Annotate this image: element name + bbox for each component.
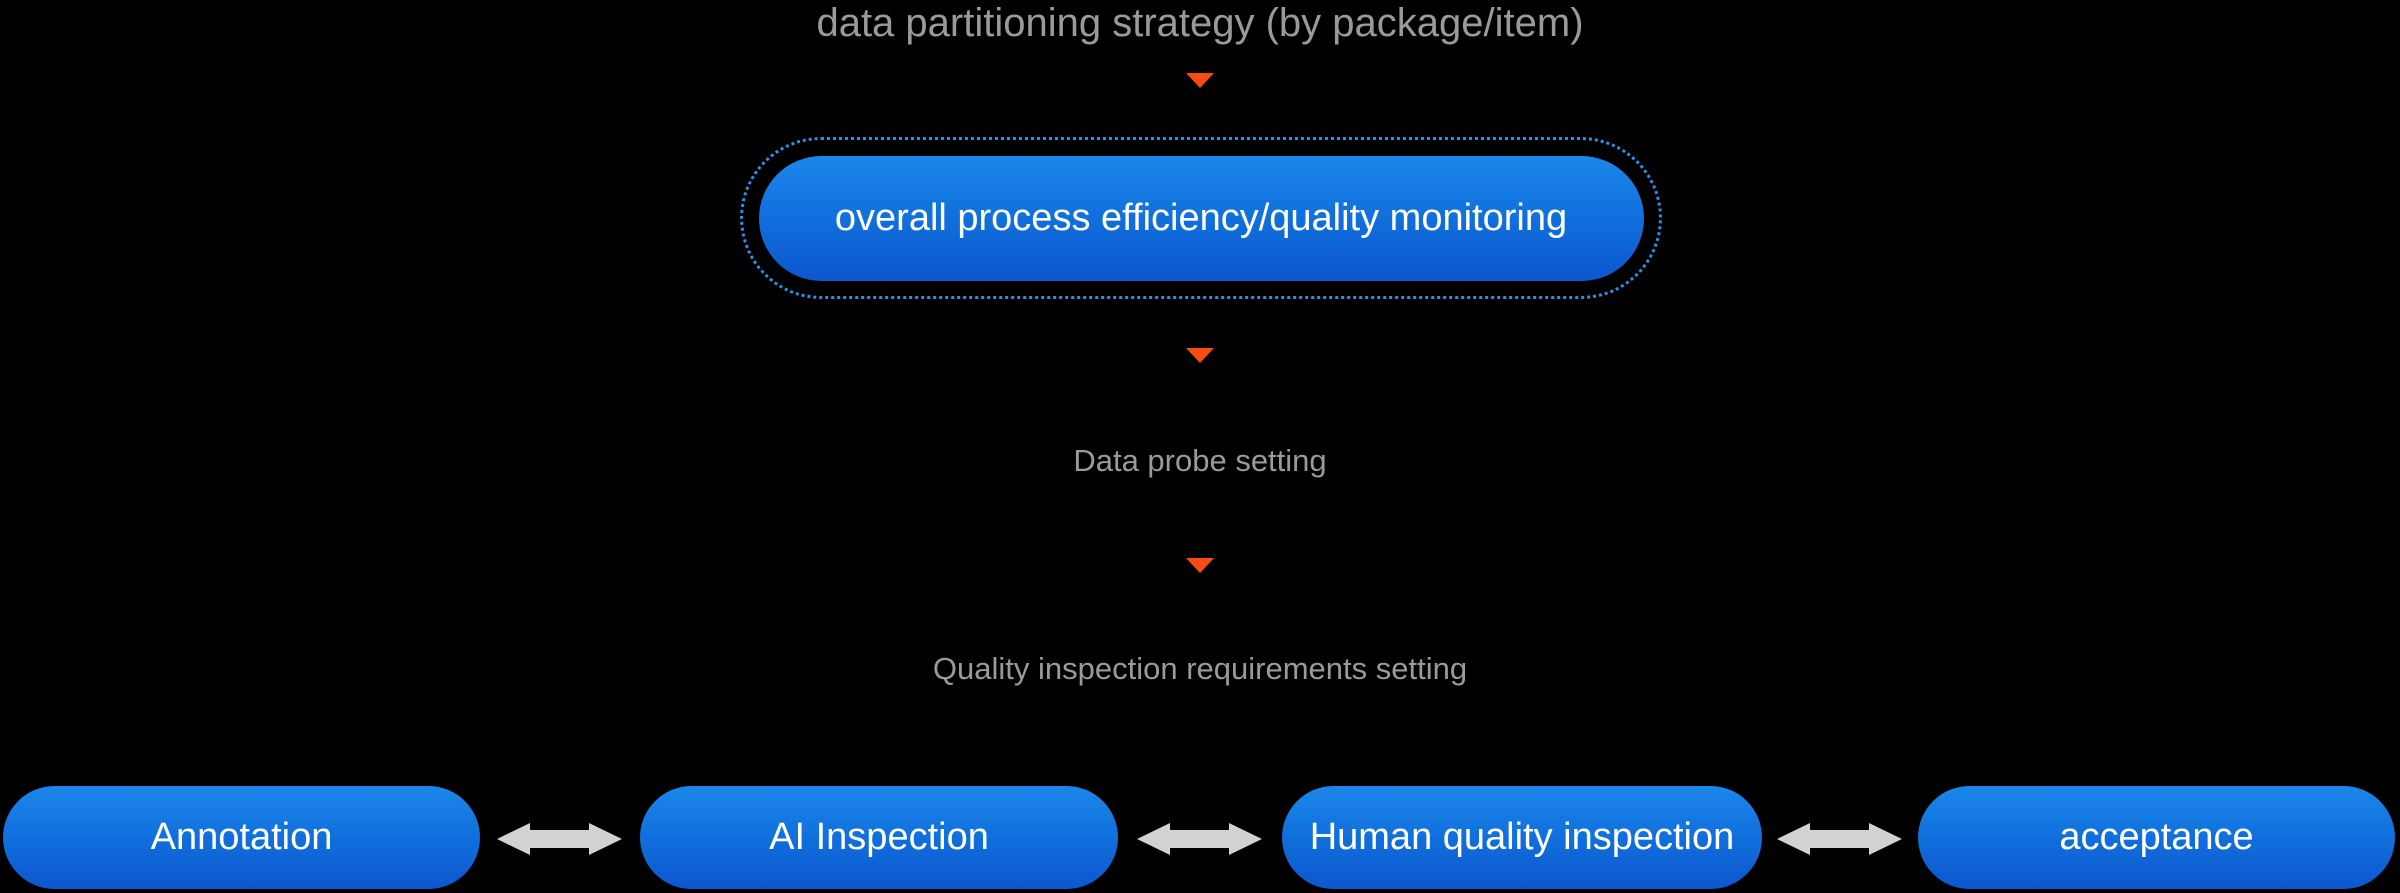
overall-monitoring-pill: overall process efficiency/quality monit… bbox=[758, 155, 1644, 281]
data-partitioning-strategy-label: data partitioning strategy (by package/i… bbox=[816, 1, 1584, 45]
quality-inspection-requirements-label: Quality inspection requirements setting bbox=[932, 651, 1468, 686]
arrow-shaft bbox=[1810, 829, 1869, 848]
overall-monitoring-label: overall process efficiency/quality monit… bbox=[834, 196, 1568, 239]
stage-pill-label: Human quality inspection bbox=[1309, 816, 1735, 858]
down-arrow-icon bbox=[1186, 558, 1214, 573]
data-probe-setting-label: Data probe setting bbox=[1073, 443, 1327, 478]
down-arrow-icon bbox=[1186, 348, 1214, 363]
stage-pill-human-quality-inspection: Human quality inspection bbox=[1282, 786, 1762, 889]
stage-pill-ai-inspection: AI Inspection bbox=[640, 786, 1118, 889]
down-arrow-icon bbox=[1186, 73, 1214, 88]
stage-pill-label: AI Inspection bbox=[769, 816, 989, 858]
double-headed-arrow-icon bbox=[1777, 822, 1902, 855]
arrowhead-right bbox=[589, 822, 622, 855]
arrowhead-right bbox=[1869, 822, 1902, 855]
arrowhead-right bbox=[1229, 822, 1262, 855]
double-headed-arrow-icon bbox=[497, 822, 622, 855]
stage-pill-label: acceptance bbox=[2059, 816, 2254, 858]
stage-pill-annotation: Annotation bbox=[3, 786, 480, 889]
monitoring-dotted-outline: overall process efficiency/quality monit… bbox=[740, 137, 1662, 299]
arrowhead-left bbox=[1777, 822, 1810, 855]
stage-pill-acceptance: acceptance bbox=[1918, 786, 2395, 889]
stage-pill-label: Annotation bbox=[150, 816, 333, 858]
arrow-shaft bbox=[1170, 829, 1229, 848]
arrow-shaft bbox=[530, 829, 589, 848]
arrowhead-left bbox=[497, 822, 530, 855]
double-headed-arrow-icon bbox=[1137, 822, 1262, 855]
arrowhead-left bbox=[1137, 822, 1170, 855]
